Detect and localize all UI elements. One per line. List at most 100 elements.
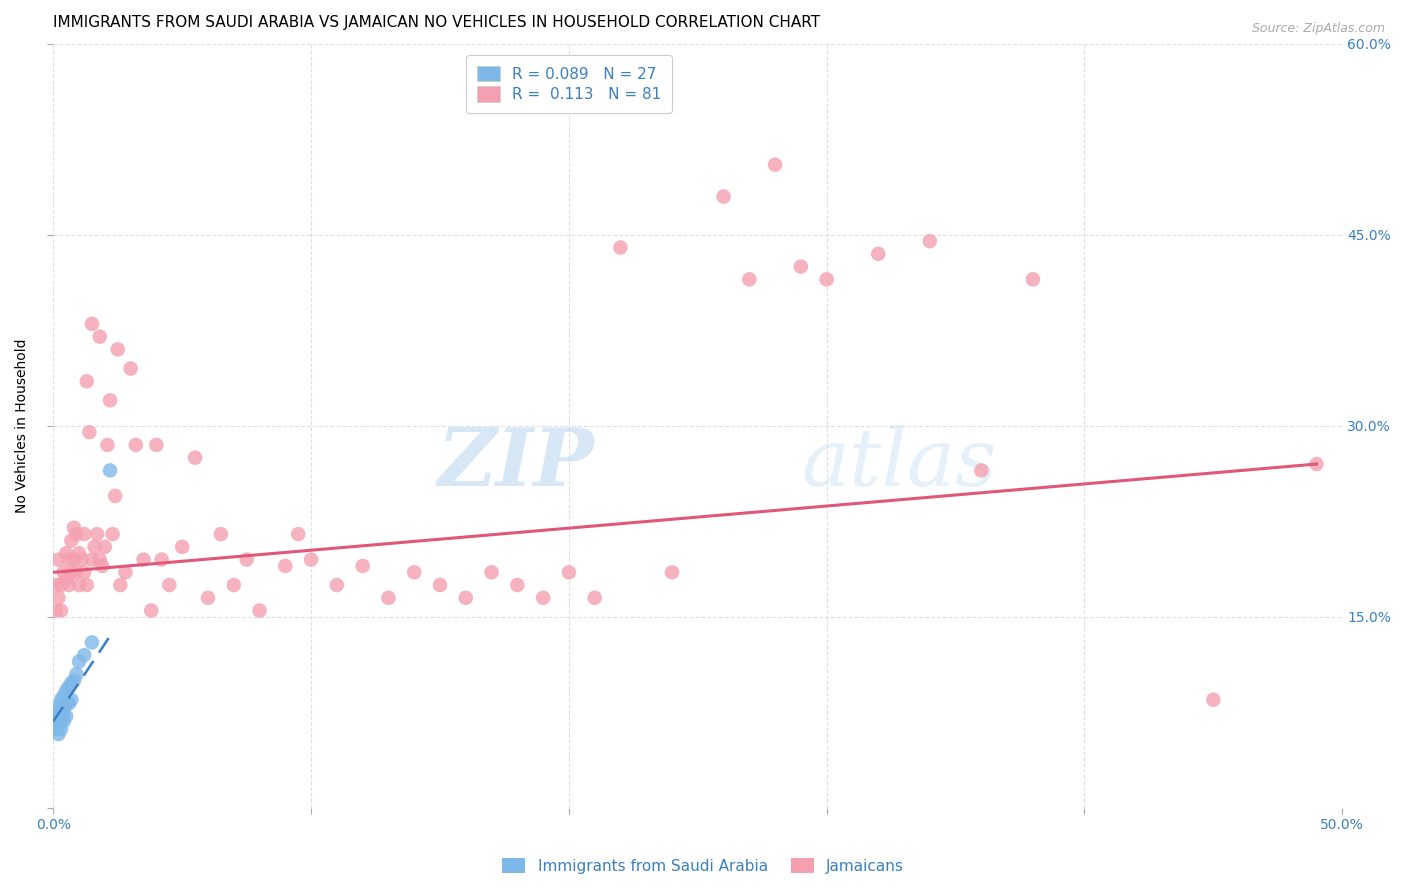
Point — [120, 361, 142, 376]
Point — [287, 527, 309, 541]
Point — [65, 667, 87, 681]
Point — [45, 578, 67, 592]
Point — [80, 317, 103, 331]
Point — [45, 706, 67, 720]
Legend: Immigrants from Saudi Arabia, Jamaicans: Immigrants from Saudi Arabia, Jamaicans — [496, 852, 910, 880]
Point — [110, 578, 132, 592]
Point — [235, 552, 257, 566]
Point — [58, 697, 80, 711]
Point — [52, 689, 75, 703]
Point — [94, 540, 117, 554]
Point — [125, 438, 148, 452]
Point — [738, 272, 761, 286]
Point — [63, 673, 86, 688]
Point — [86, 527, 108, 541]
Point — [98, 393, 121, 408]
Point — [60, 566, 83, 580]
Point — [52, 714, 75, 729]
Point — [67, 655, 90, 669]
Point — [49, 603, 72, 617]
Point — [970, 463, 993, 477]
Point — [868, 247, 890, 261]
Point — [58, 680, 80, 694]
Point — [52, 566, 75, 580]
Point — [63, 521, 86, 535]
Point — [1202, 692, 1225, 706]
Point — [454, 591, 477, 605]
Point — [45, 722, 67, 736]
Point — [48, 709, 70, 723]
Point — [76, 374, 98, 388]
Point — [481, 566, 503, 580]
Point — [89, 552, 111, 566]
Point — [49, 692, 72, 706]
Point — [63, 552, 86, 566]
Text: ZIP: ZIP — [437, 425, 595, 503]
Point — [815, 272, 838, 286]
Point — [157, 578, 180, 592]
Point — [60, 692, 83, 706]
Point — [83, 540, 105, 554]
Point — [506, 578, 529, 592]
Point — [98, 463, 121, 477]
Point — [48, 699, 70, 714]
Text: IMMIGRANTS FROM SAUDI ARABIA VS JAMAICAN NO VEHICLES IN HOUSEHOLD CORRELATION CH: IMMIGRANTS FROM SAUDI ARABIA VS JAMAICAN… — [53, 15, 821, 30]
Point — [73, 527, 96, 541]
Point — [184, 450, 207, 465]
Point — [55, 709, 77, 723]
Point — [89, 329, 111, 343]
Point — [73, 648, 96, 662]
Point — [67, 546, 90, 560]
Point — [52, 706, 75, 720]
Point — [1305, 457, 1327, 471]
Point — [70, 552, 93, 566]
Point — [763, 158, 786, 172]
Point — [60, 676, 83, 690]
Y-axis label: No Vehicles in Household: No Vehicles in Household — [15, 339, 30, 513]
Point — [531, 591, 554, 605]
Point — [49, 578, 72, 592]
Point — [274, 558, 297, 573]
Point — [141, 603, 163, 617]
Point — [60, 533, 83, 548]
Point — [222, 578, 245, 592]
Point — [101, 527, 124, 541]
Point — [377, 591, 399, 605]
Point — [1022, 272, 1045, 286]
Point — [48, 718, 70, 732]
Point — [429, 578, 451, 592]
Point — [558, 566, 581, 580]
Point — [107, 343, 129, 357]
Point — [609, 240, 631, 254]
Point — [713, 189, 735, 203]
Point — [49, 712, 72, 726]
Point — [96, 438, 118, 452]
Point — [249, 603, 271, 617]
Point — [352, 558, 374, 573]
Point — [48, 591, 70, 605]
Point — [150, 552, 173, 566]
Point — [48, 552, 70, 566]
Point — [58, 552, 80, 566]
Point — [79, 425, 101, 440]
Point — [145, 438, 167, 452]
Point — [49, 722, 72, 736]
Point — [76, 578, 98, 592]
Point — [583, 591, 606, 605]
Point — [299, 552, 322, 566]
Point — [65, 566, 87, 580]
Point — [132, 552, 155, 566]
Point — [661, 566, 683, 580]
Point — [918, 234, 941, 248]
Point — [65, 527, 87, 541]
Point — [80, 635, 103, 649]
Legend: R = 0.089   N = 27, R =  0.113   N = 81: R = 0.089 N = 27, R = 0.113 N = 81 — [465, 55, 672, 113]
Point — [326, 578, 349, 592]
Point — [45, 603, 67, 617]
Point — [67, 578, 90, 592]
Point — [45, 714, 67, 729]
Point — [58, 578, 80, 592]
Text: atlas: atlas — [801, 425, 997, 503]
Point — [104, 489, 127, 503]
Text: Source: ZipAtlas.com: Source: ZipAtlas.com — [1251, 22, 1385, 36]
